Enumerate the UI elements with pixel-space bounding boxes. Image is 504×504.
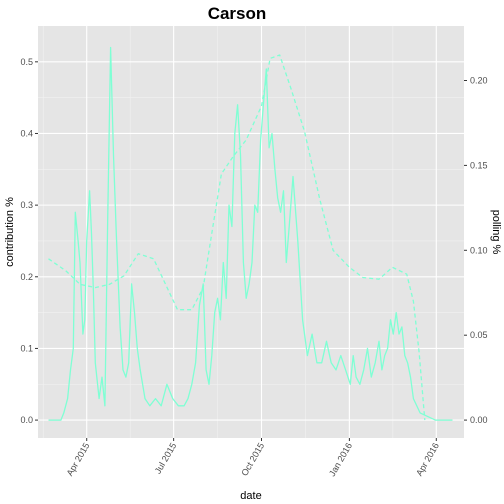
y2-axis-title: polling % (490, 210, 502, 255)
minor-gridlines (38, 26, 464, 438)
y2-tick-label: 0.10 (470, 245, 488, 255)
y-tick-label: 0.4 (20, 128, 33, 138)
y2-tick-label: 0.15 (470, 160, 488, 170)
right-axis: 0.00 0.05 0.10 0.15 0.20 (464, 76, 488, 425)
polling-line (48, 54, 426, 421)
contribution-line (48, 46, 453, 421)
y-tick-label: 0.5 (20, 57, 33, 67)
y2-tick-label: 0.20 (470, 76, 488, 86)
series-layer (48, 46, 453, 421)
y-tick-label: 0.2 (20, 272, 33, 282)
chart-title: Carson (208, 4, 267, 23)
y-tick-label: 0.3 (20, 200, 33, 210)
y2-tick-label: 0.05 (470, 330, 488, 340)
plot-panel (38, 26, 464, 438)
y-tick-label: 0.0 (20, 415, 33, 425)
y-tick-label: 0.1 (20, 343, 33, 353)
y-axis-title: contribution % (4, 197, 16, 267)
major-gridlines (38, 26, 464, 438)
y2-tick-label: 0.00 (470, 415, 488, 425)
left-axis: 0.0 0.1 0.2 0.3 0.4 0.5 (20, 57, 38, 425)
x-axis-title: date (240, 490, 261, 502)
